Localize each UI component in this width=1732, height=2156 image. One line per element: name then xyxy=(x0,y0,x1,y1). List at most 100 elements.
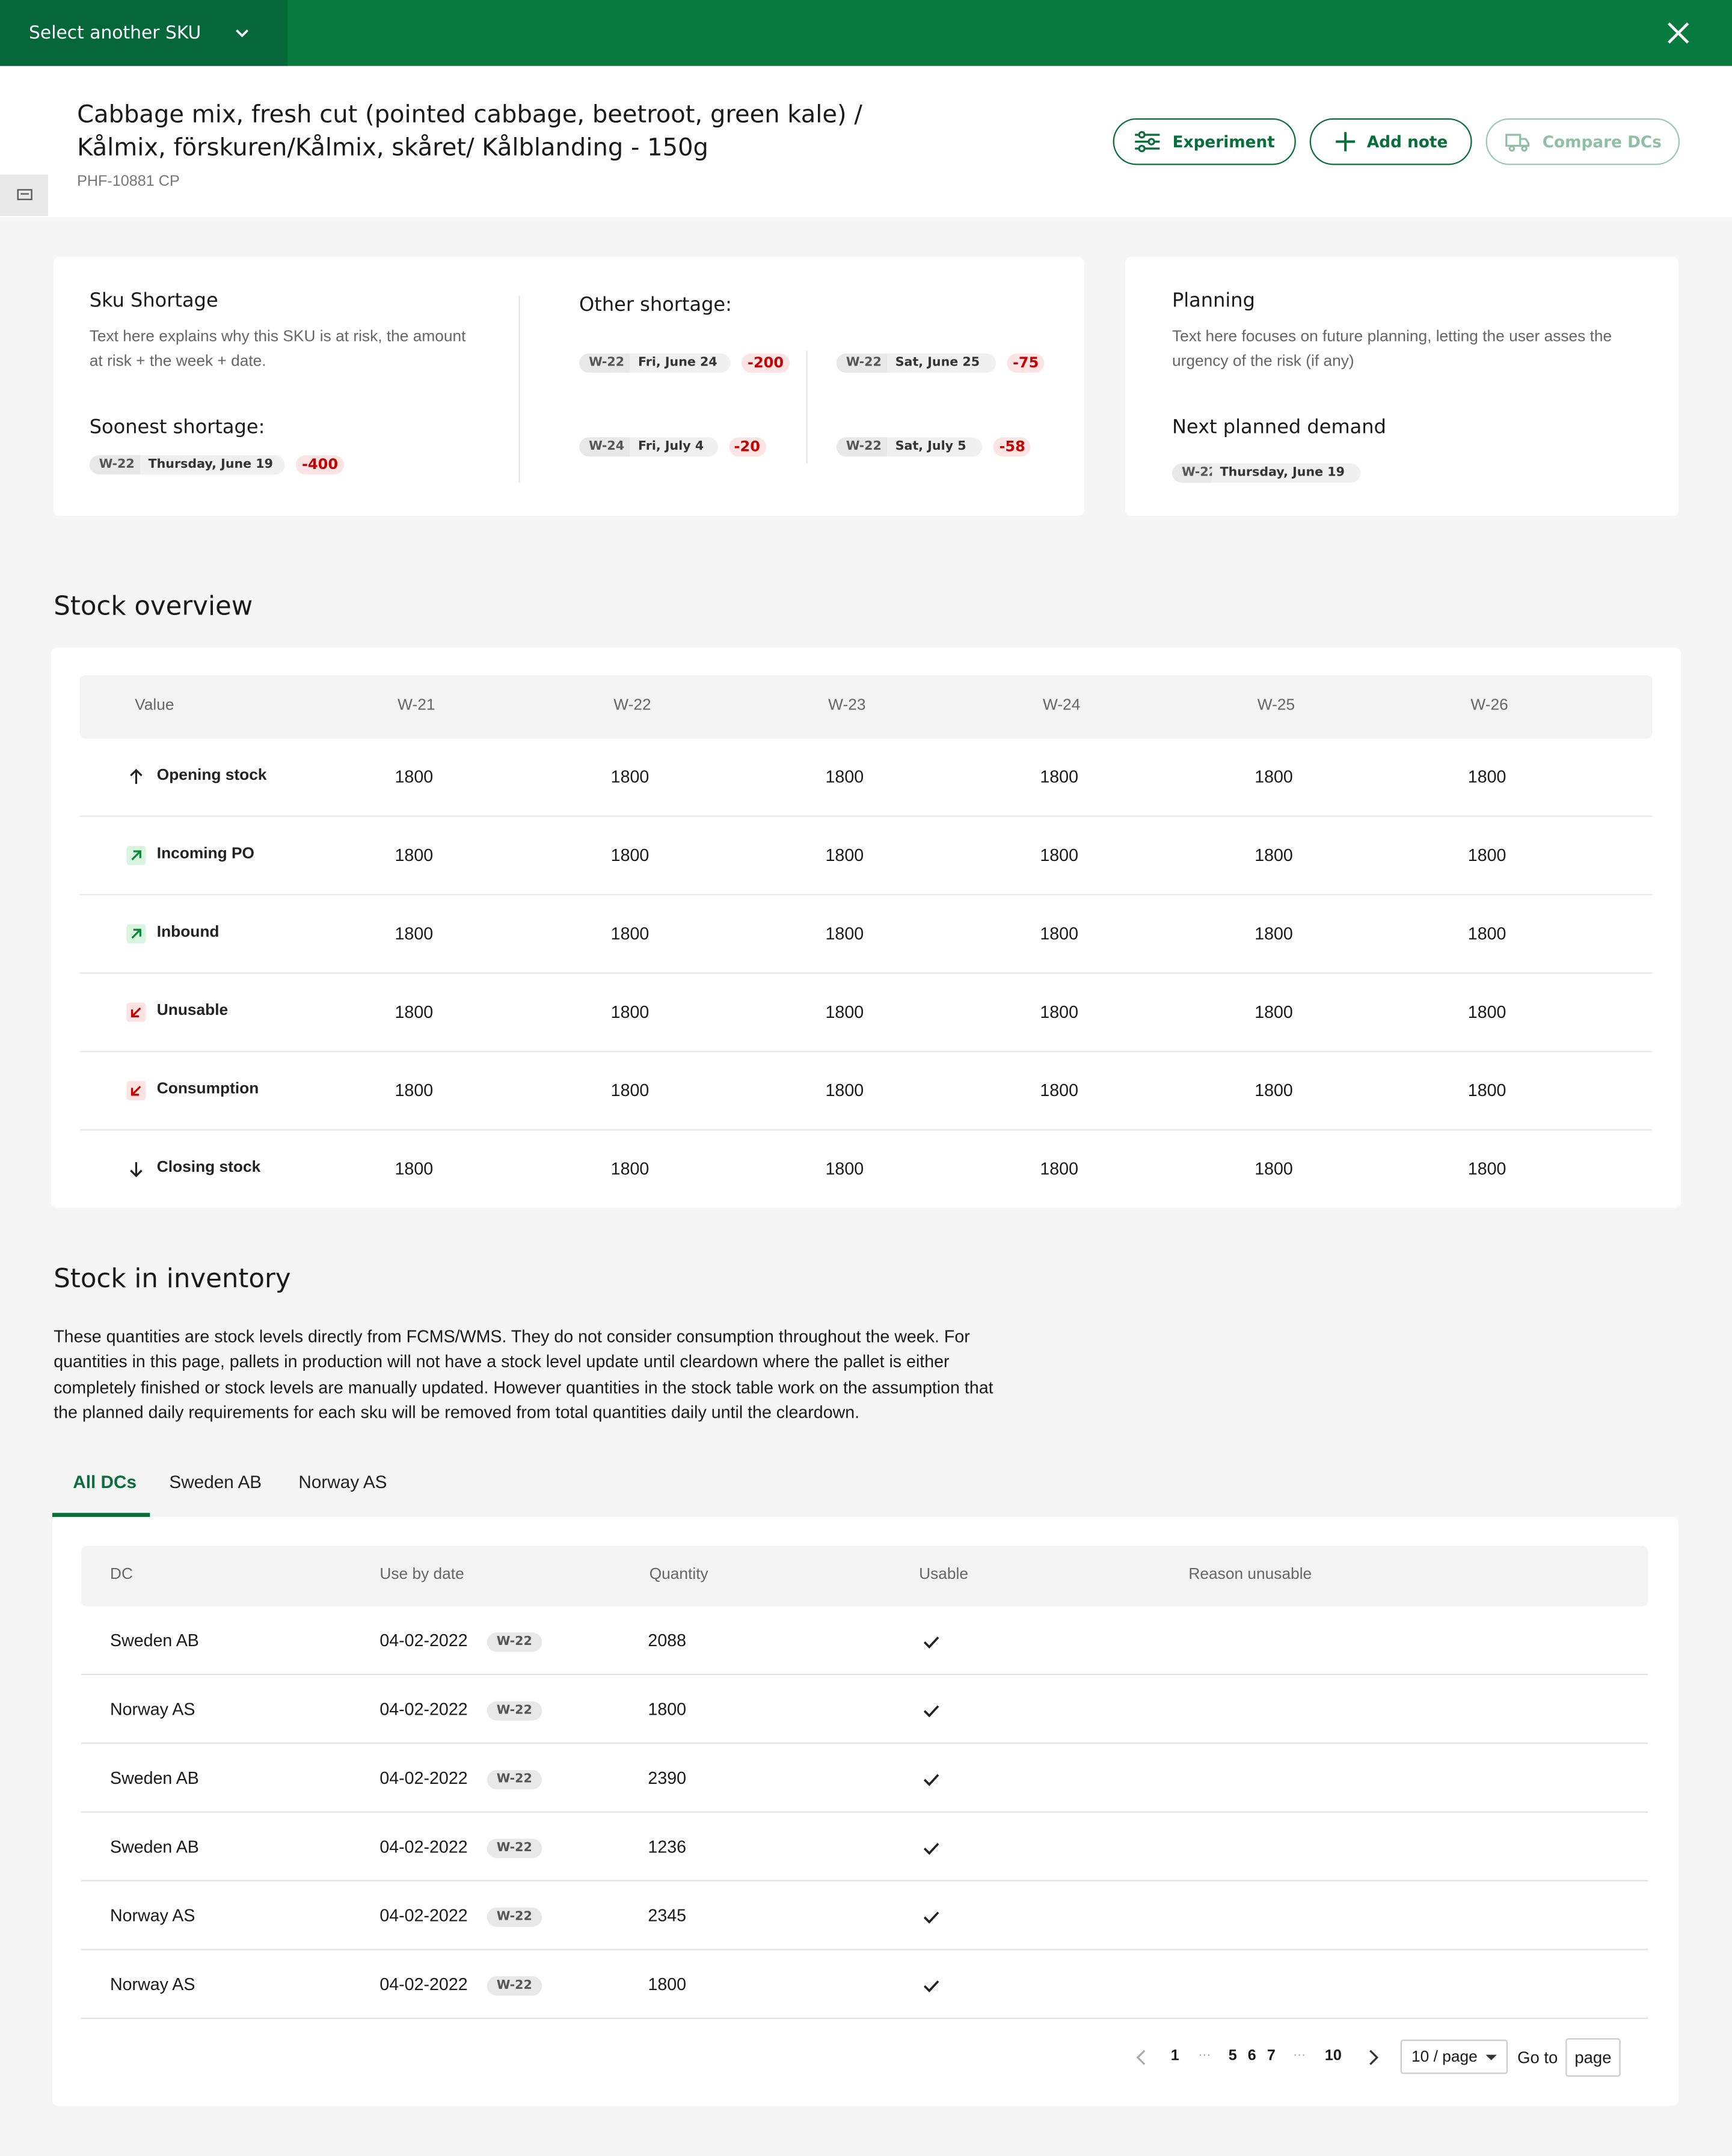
comment-icon xyxy=(17,189,32,200)
cell-value: 1800 xyxy=(610,1002,650,1022)
shortage-amount: -75 xyxy=(1007,353,1045,373)
goto-placeholder: page xyxy=(1574,2048,1612,2068)
shortage-item: W-22 Thursday, June 19 -400 xyxy=(89,455,344,475)
cell-value: 1800 xyxy=(610,845,650,865)
date-pill: Sat, July 5 xyxy=(886,437,983,457)
page-number[interactable]: 10 xyxy=(1324,2048,1342,2065)
column-header: Quantity xyxy=(649,1566,708,1583)
usable-check xyxy=(923,1705,939,1718)
section-heading: Stock overview xyxy=(54,591,253,622)
section-heading: Stock in inventory xyxy=(54,1264,291,1294)
week-pill: W-22 xyxy=(487,1701,542,1721)
cell-value: 1800 xyxy=(1040,845,1078,865)
quantity: 1800 xyxy=(648,1974,687,1994)
cell-value: 1800 xyxy=(1254,845,1293,865)
inventory-text: These quantities are stock levels direct… xyxy=(54,1327,993,1423)
date-pill: Thursday, June 19 xyxy=(1211,463,1362,483)
table-header xyxy=(81,1546,1648,1606)
next-page xyxy=(1369,2050,1379,2065)
cell-value: 1800 xyxy=(395,845,434,865)
week-pill: W-22 xyxy=(487,1632,542,1652)
usable-check xyxy=(923,1774,939,1786)
section-title: Other shortage: xyxy=(579,294,732,317)
page-size-select[interactable]: 10 / page xyxy=(1400,2039,1508,2074)
column-header: W-21 xyxy=(398,697,435,714)
row-icon xyxy=(126,924,146,944)
cell-value: 1800 xyxy=(1254,924,1293,944)
week-pill: W-22 xyxy=(579,353,630,373)
button-label: Add note xyxy=(1366,132,1448,152)
row-divider xyxy=(81,1811,1648,1813)
cell-value: 1800 xyxy=(1254,1159,1293,1179)
row-icon xyxy=(126,845,146,865)
row-divider xyxy=(81,1673,1648,1676)
row-divider xyxy=(81,1949,1648,1950)
column-header: Usable xyxy=(919,1566,968,1583)
add-note-button[interactable]: Add note xyxy=(1309,118,1472,165)
use-by-date: 04-02-2022 xyxy=(379,1837,468,1857)
sku-selector[interactable]: Select another SKU xyxy=(0,0,288,66)
close-button[interactable] xyxy=(1665,19,1692,47)
cell-value: 1800 xyxy=(395,1159,434,1179)
cell-value: 1800 xyxy=(610,767,650,787)
tab[interactable]: Norway AS xyxy=(298,1471,387,1492)
cell-value: 1800 xyxy=(395,767,434,787)
cell-value: 1800 xyxy=(825,767,864,787)
experiment-button[interactable]: Experiment xyxy=(1113,118,1296,165)
column-header: W-26 xyxy=(1470,697,1508,714)
divider xyxy=(518,295,520,483)
cell-value: 1800 xyxy=(1254,767,1293,787)
column-header: W-23 xyxy=(828,697,866,714)
experiment-icon xyxy=(1135,131,1161,153)
row-divider xyxy=(81,1742,1648,1744)
button-label: Compare DCs xyxy=(1542,132,1662,152)
cell-value: 1800 xyxy=(395,924,434,944)
product-title: Cabbage mix, fresh cut (pointed cabbage,… xyxy=(77,102,862,162)
goto-label: Go to xyxy=(1517,2048,1558,2068)
date-pill: Thursday, June 19 xyxy=(140,455,286,475)
date-pill: Fri, July 4 xyxy=(630,437,718,457)
ellipsis-icon: ⋯ xyxy=(1198,2049,1211,2063)
use-by-date: 04-02-2022 xyxy=(379,1631,468,1651)
row-label: Incoming PO xyxy=(156,845,255,863)
plus-icon xyxy=(1335,132,1355,152)
top-bar xyxy=(0,0,1732,66)
page-number[interactable]: 5 xyxy=(1228,2048,1237,2065)
dc-name: Sweden AB xyxy=(110,1631,199,1651)
comment-tab[interactable] xyxy=(0,174,49,216)
compare-dcs-button[interactable]: Compare DCs xyxy=(1485,118,1680,165)
row-divider xyxy=(79,815,1653,817)
column-header: Value xyxy=(135,697,174,714)
page-number[interactable]: 1 xyxy=(1170,2048,1179,2065)
cell-value: 1800 xyxy=(1040,1159,1078,1179)
tab[interactable]: All DCs xyxy=(73,1471,137,1492)
page-number[interactable]: 7 xyxy=(1267,2048,1276,2065)
column-header: Reason unusable xyxy=(1188,1566,1312,1583)
quantity: 2088 xyxy=(648,1631,687,1651)
cell-value: 1800 xyxy=(1254,1002,1293,1022)
column-header: W-25 xyxy=(1257,697,1295,714)
week-pill: W-22 xyxy=(487,1907,542,1927)
cell-value: 1800 xyxy=(1467,845,1506,865)
week-pill: W-22 xyxy=(89,455,140,475)
cell-value: 1800 xyxy=(1467,1080,1506,1101)
cell-value: 1800 xyxy=(1467,1002,1506,1022)
inventory-table: DC Use by date Quantity Usable Reason unusab… xyxy=(52,1517,1678,2106)
row-icon xyxy=(126,1080,146,1101)
planning-card: Planning Text here focuses on future pla… xyxy=(1125,257,1678,516)
dc-name: Norway AS xyxy=(110,1700,195,1720)
row-divider xyxy=(79,893,1653,896)
shortage-amount: -400 xyxy=(296,455,344,475)
row-divider xyxy=(79,972,1653,974)
dc-name: Sweden AB xyxy=(110,1768,199,1788)
cell-value: 1800 xyxy=(825,1159,864,1179)
column-header: Use by date xyxy=(379,1566,464,1583)
row-label: Inbound xyxy=(156,924,220,941)
goto-input[interactable]: page xyxy=(1565,2038,1621,2077)
page-number[interactable]: 6 xyxy=(1247,2048,1256,2065)
tab[interactable]: Sweden AB xyxy=(169,1471,262,1492)
card-title: Planning xyxy=(1172,290,1255,313)
quantity: 2390 xyxy=(648,1768,687,1788)
